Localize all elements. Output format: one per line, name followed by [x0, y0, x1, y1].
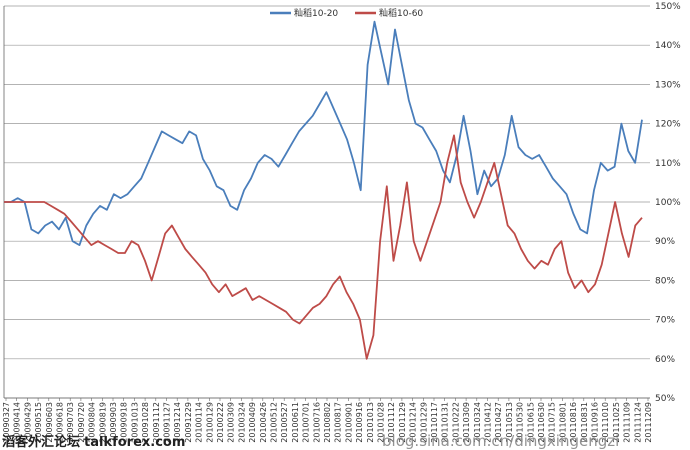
x-tick-label: 20110530 — [516, 402, 525, 443]
x-tick-label: 20101214 — [409, 402, 418, 443]
y-tick-label: 80% — [655, 276, 675, 286]
x-axis-ticks: 20090327 20090414 20090429 20090515 20090603… — [2, 398, 653, 443]
gridlines — [4, 5, 650, 399]
x-tick-label: 20100701 — [302, 402, 311, 443]
x-tick-label: 20090603 — [45, 402, 54, 443]
series-lines — [4, 20, 643, 360]
x-tick-label: 20101229 — [419, 402, 428, 443]
y-axis-ticks: 50% 60% 70% 80% 90% 100% 110% 120% 130% 140% 150% — [655, 2, 681, 404]
y-tick-label: 90% — [655, 237, 675, 247]
x-tick-label: 20090720 — [77, 402, 86, 443]
y-tick-label: 50% — [655, 394, 675, 404]
watermark-site: talkforex.com — [84, 435, 185, 450]
y-tick-label: 60% — [655, 355, 675, 365]
x-tick-label: 20111124 — [633, 402, 642, 443]
x-tick-label: 20090819 — [98, 402, 107, 443]
x-tick-label: 20100129 — [205, 402, 214, 443]
x-tick-label: 20110222 — [451, 402, 460, 443]
x-tick-label: 20101013 — [366, 402, 375, 443]
watermark-left: 滔客外汇论坛 — [2, 434, 80, 450]
x-tick-label: 20101028 — [377, 402, 386, 443]
x-tick-label: 20090327 — [2, 402, 11, 443]
x-tick-label: 20090515 — [34, 402, 43, 443]
x-tick-label: 20100426 — [259, 402, 268, 443]
x-tick-label: 20101129 — [398, 402, 407, 443]
x-tick-label: 20100611 — [291, 402, 300, 443]
x-tick-label: 20110309 — [462, 402, 471, 443]
x-tick-label: 20111109 — [623, 402, 632, 443]
x-tick-label: 20110816 — [569, 402, 578, 443]
x-tick-label: 20111010 — [601, 402, 610, 443]
x-tick-label: 20100309 — [227, 402, 236, 443]
x-tick-label: 20100512 — [270, 402, 279, 443]
x-tick-label: 20100324 — [237, 402, 246, 443]
x-tick-label: 20110630 — [537, 402, 546, 443]
x-tick-label: 20100802 — [323, 402, 332, 443]
x-tick-label: 20091028 — [141, 402, 150, 443]
y-tick-label: 130% — [655, 80, 681, 90]
x-tick-label: 20111025 — [612, 402, 621, 443]
x-tick-label: 20110715 — [548, 402, 557, 443]
x-tick-label: 20110801 — [558, 402, 567, 443]
y-tick-label: 150% — [655, 2, 681, 12]
x-tick-label: 20110615 — [526, 402, 535, 443]
y-tick-label: 110% — [655, 159, 681, 169]
x-tick-label: 20091013 — [130, 402, 139, 443]
x-tick-label: 20100222 — [216, 402, 225, 443]
x-tick-label: 20100114 — [195, 402, 204, 443]
x-tick-label: 20111209 — [644, 402, 653, 443]
x-tick-label: 20100901 — [344, 402, 353, 443]
x-tick-label: 20091127 — [163, 402, 172, 443]
x-tick-label: 20090703 — [66, 402, 75, 443]
watermarks: 滔客外汇论坛 talkforex.com blog.sina.com.cn/di… — [2, 432, 619, 450]
x-tick-label: 20110916 — [591, 402, 600, 443]
x-tick-label: 20100817 — [334, 402, 343, 443]
series-line-1 — [4, 20, 643, 247]
legend-label-1: 籼稻10-20 — [294, 7, 338, 19]
y-tick-label: 70% — [655, 316, 675, 326]
x-tick-label: 20090414 — [13, 402, 22, 443]
y-tick-label: 140% — [655, 41, 681, 51]
x-tick-label: 20091112 — [152, 402, 161, 443]
x-tick-label: 20091229 — [184, 402, 193, 443]
x-tick-label: 20110412 — [484, 402, 493, 443]
x-tick-label: 20100716 — [312, 402, 321, 443]
y-tick-label: 120% — [655, 120, 681, 130]
x-tick-label: 20110131 — [441, 402, 450, 443]
x-tick-label: 20100916 — [355, 402, 364, 443]
x-tick-label: 20090903 — [109, 402, 118, 443]
legend-label-2: 籼稻10-60 — [379, 7, 423, 19]
x-tick-label: 20110324 — [473, 402, 482, 443]
x-tick-label: 20090918 — [120, 402, 129, 443]
x-tick-label: 20110117 — [430, 402, 439, 443]
watermark-blog: blog.sina.com.cn/dingxingengzi — [382, 432, 619, 450]
x-tick-label: 20100409 — [248, 402, 257, 443]
x-tick-label: 20090429 — [23, 402, 32, 443]
x-tick-label: 20090804 — [88, 402, 97, 443]
x-tick-label: 20110427 — [494, 402, 503, 443]
legend: 籼稻10-20 籼稻10-60 — [270, 7, 423, 19]
x-tick-label: 20110513 — [505, 402, 514, 443]
x-tick-label: 20100527 — [280, 402, 289, 443]
x-tick-label: 20101112 — [387, 402, 396, 443]
x-tick-label: 20110831 — [580, 402, 589, 443]
x-tick-label: 20091214 — [173, 402, 182, 443]
y-tick-label: 100% — [655, 198, 681, 208]
series-line-2 — [4, 134, 643, 360]
x-tick-label: 20090618 — [56, 402, 65, 443]
